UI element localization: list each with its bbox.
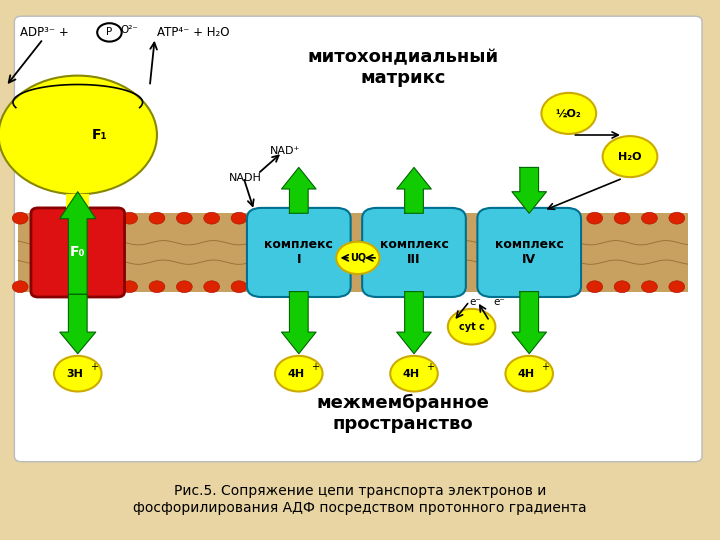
Circle shape xyxy=(0,76,157,194)
Circle shape xyxy=(275,356,323,392)
Text: комплекс
III: комплекс III xyxy=(379,239,449,266)
Text: 4H: 4H xyxy=(518,369,535,379)
Bar xyxy=(112,213,688,292)
Polygon shape xyxy=(60,294,96,354)
Text: комплекс
IV: комплекс IV xyxy=(495,239,564,266)
Circle shape xyxy=(231,212,247,224)
Circle shape xyxy=(149,281,165,293)
Circle shape xyxy=(336,242,379,274)
Text: ADP³⁻ +: ADP³⁻ + xyxy=(20,26,73,39)
Circle shape xyxy=(149,212,165,224)
Circle shape xyxy=(97,23,122,42)
Text: 3H: 3H xyxy=(66,369,84,379)
Text: e⁻: e⁻ xyxy=(493,297,505,307)
Text: H₂O: H₂O xyxy=(618,152,642,161)
Circle shape xyxy=(448,309,495,345)
Text: P: P xyxy=(107,28,112,37)
Polygon shape xyxy=(397,167,431,213)
Text: +: + xyxy=(89,362,98,372)
Circle shape xyxy=(122,212,138,224)
FancyBboxPatch shape xyxy=(362,208,466,297)
Circle shape xyxy=(541,93,596,134)
Bar xyxy=(18,213,65,292)
Circle shape xyxy=(669,281,685,293)
Circle shape xyxy=(390,356,438,392)
Text: cyt c: cyt c xyxy=(459,322,485,332)
Circle shape xyxy=(12,212,28,224)
Polygon shape xyxy=(512,167,546,213)
FancyBboxPatch shape xyxy=(477,208,581,297)
Text: ATP⁴⁻ + H₂O: ATP⁴⁻ + H₂O xyxy=(157,26,230,39)
Text: e⁻: e⁻ xyxy=(469,297,481,307)
Text: митохондиальный
матрикс: митохондиальный матрикс xyxy=(307,48,499,87)
Circle shape xyxy=(12,281,28,293)
Text: +: + xyxy=(426,362,434,372)
Text: NAD⁺: NAD⁺ xyxy=(270,146,300,156)
Text: 4H: 4H xyxy=(287,369,305,379)
Text: комплекс
I: комплекс I xyxy=(264,239,333,266)
Circle shape xyxy=(231,281,247,293)
Text: F₀: F₀ xyxy=(70,246,86,259)
Circle shape xyxy=(642,281,657,293)
Circle shape xyxy=(505,356,553,392)
Text: 4H: 4H xyxy=(402,369,420,379)
Polygon shape xyxy=(282,167,316,213)
Circle shape xyxy=(176,212,192,224)
Circle shape xyxy=(204,212,220,224)
Circle shape xyxy=(587,281,603,293)
Text: межмембранное
пространство: межмембранное пространство xyxy=(317,394,490,433)
Circle shape xyxy=(54,356,102,392)
Polygon shape xyxy=(60,192,96,294)
Circle shape xyxy=(122,281,138,293)
Polygon shape xyxy=(282,292,316,354)
Circle shape xyxy=(642,212,657,224)
Text: O²⁻: O²⁻ xyxy=(120,25,138,35)
Text: F₁: F₁ xyxy=(91,128,107,142)
Circle shape xyxy=(204,281,220,293)
Circle shape xyxy=(614,281,630,293)
Text: ½O₂: ½O₂ xyxy=(556,109,582,118)
Bar xyxy=(66,194,89,208)
FancyBboxPatch shape xyxy=(247,208,351,297)
Polygon shape xyxy=(397,292,431,354)
Text: UQ: UQ xyxy=(350,253,366,263)
Text: Рис.5. Сопряжение цепи транспорта электронов и
фосфорилирования АДФ посредством : Рис.5. Сопряжение цепи транспорта электр… xyxy=(133,484,587,515)
Circle shape xyxy=(176,281,192,293)
Text: +: + xyxy=(541,362,549,372)
FancyBboxPatch shape xyxy=(14,16,702,462)
Text: NADH: NADH xyxy=(229,173,262,183)
Circle shape xyxy=(603,136,657,177)
Polygon shape xyxy=(512,292,546,354)
FancyBboxPatch shape xyxy=(31,208,125,297)
Circle shape xyxy=(614,212,630,224)
Circle shape xyxy=(669,212,685,224)
Circle shape xyxy=(587,212,603,224)
Text: +: + xyxy=(310,362,319,372)
